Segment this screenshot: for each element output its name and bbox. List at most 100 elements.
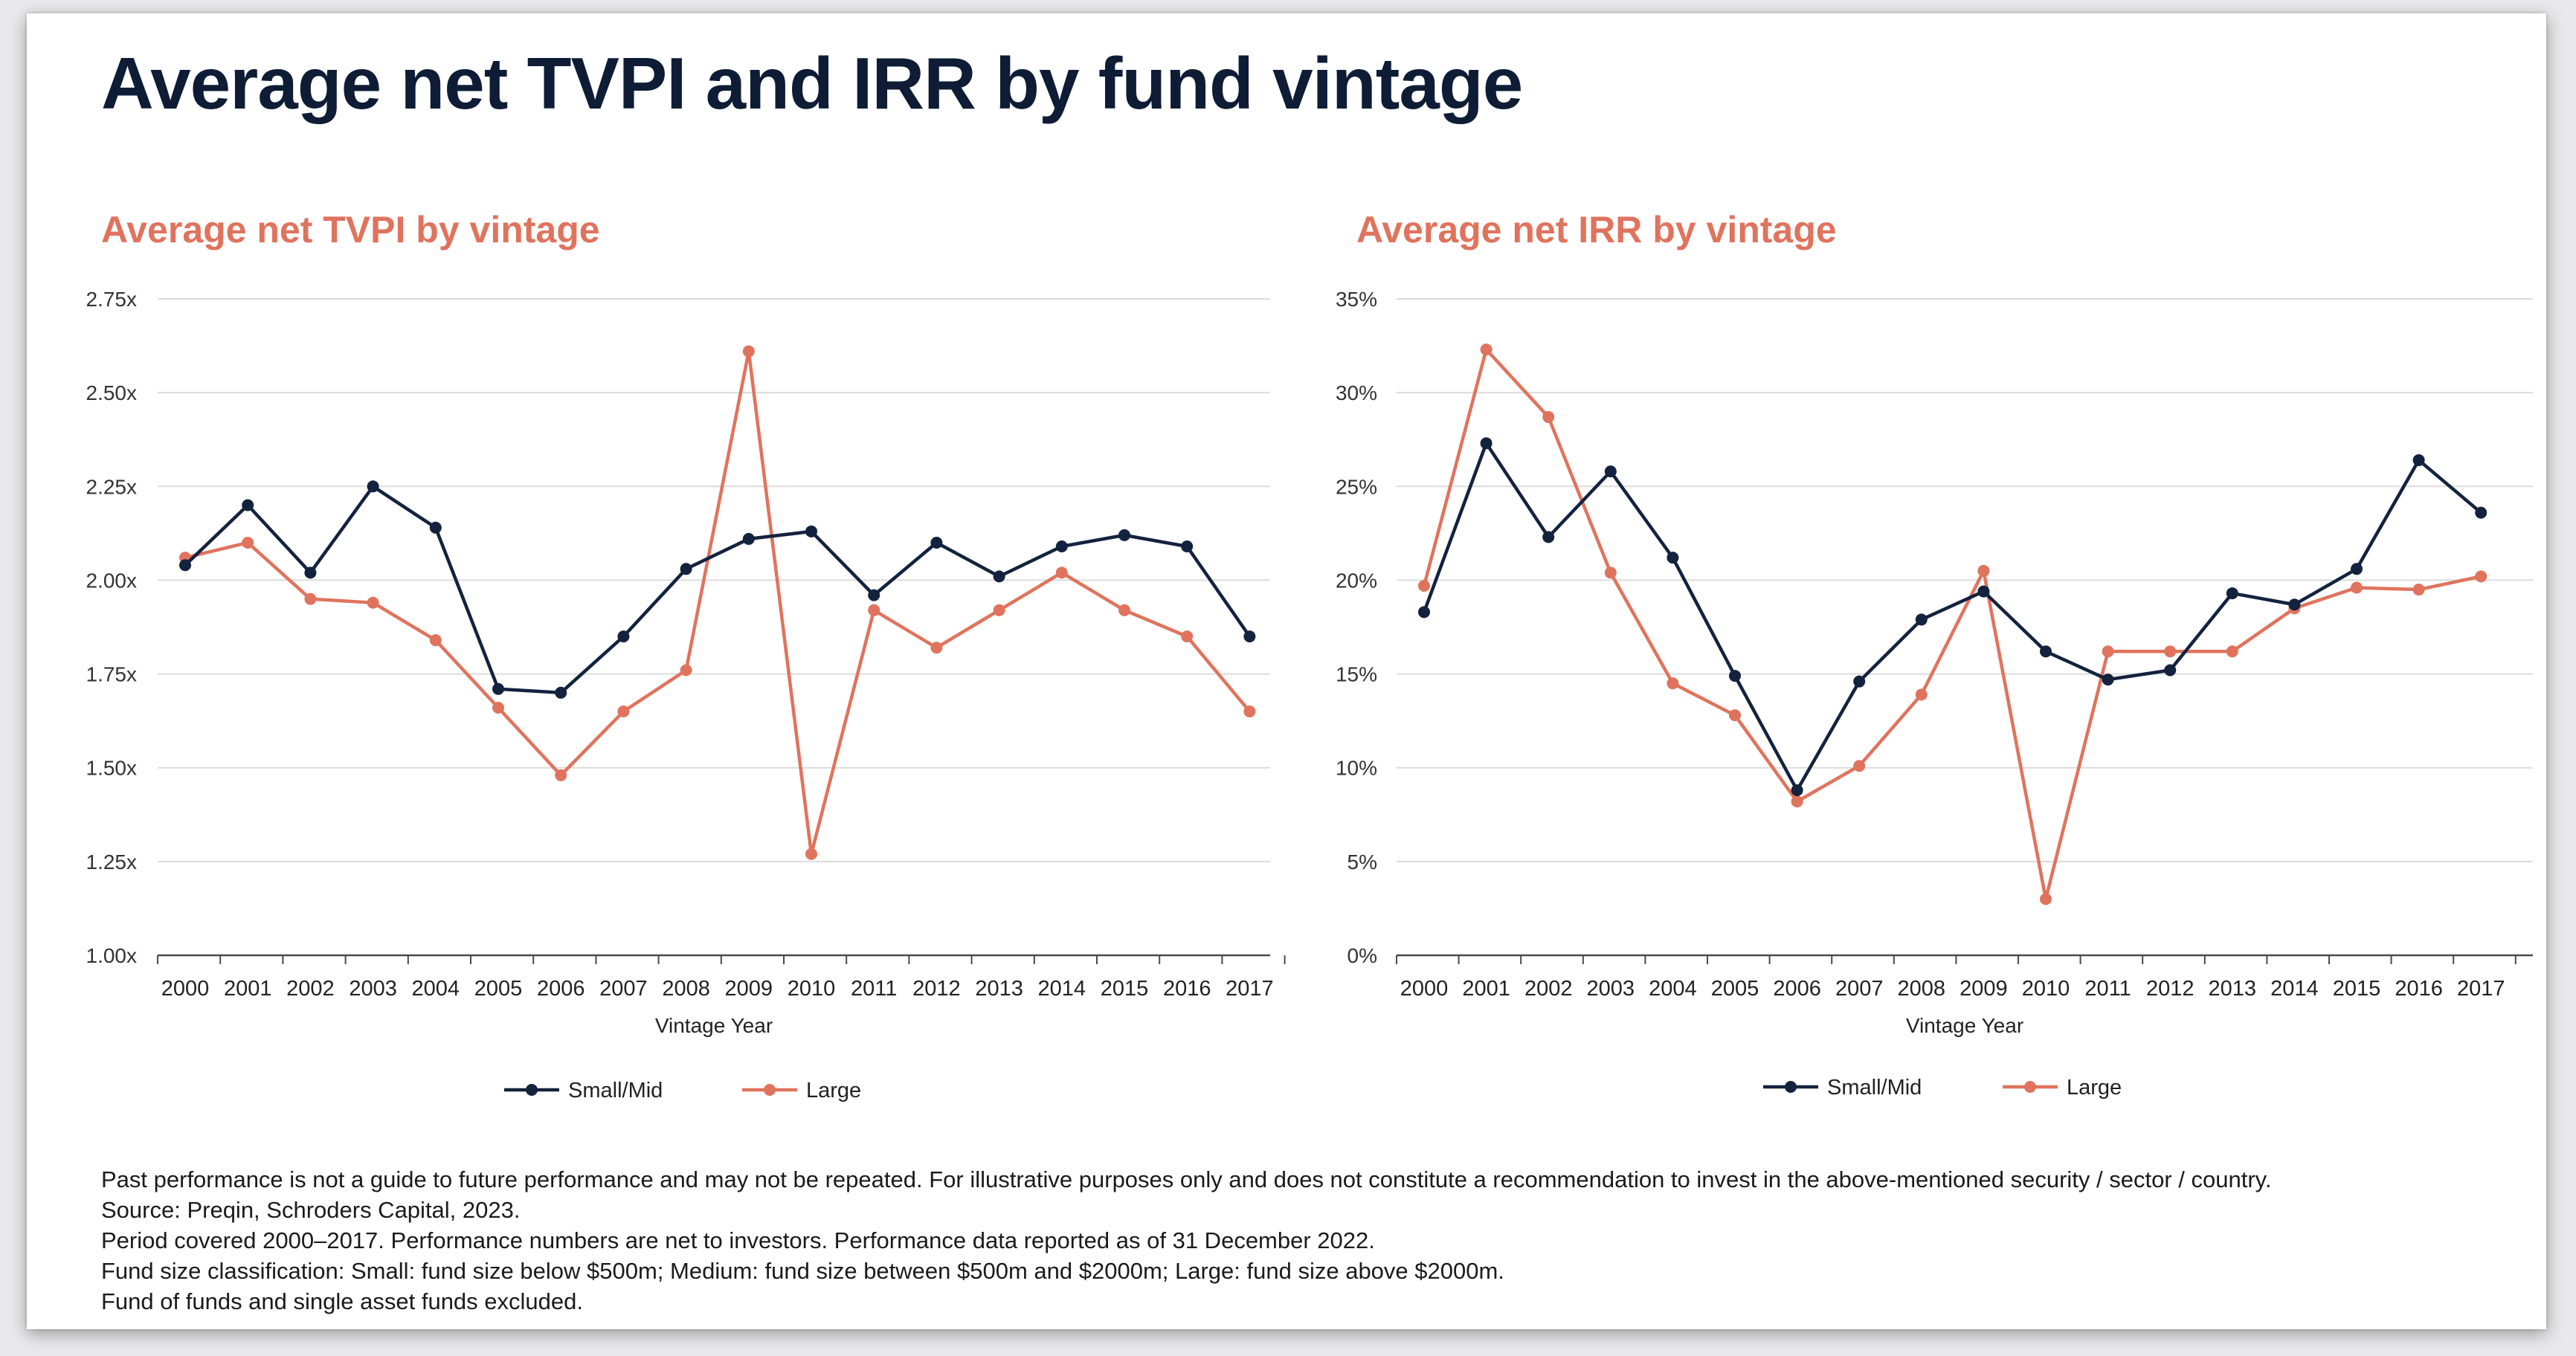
tvpi-chart: 1.00x 1.25x 1.50x 1.75x 2.00x 2.25x 2.50x 2.75x… <box>86 288 1286 1102</box>
footnote-disclaimer: Past performance is not a guide to futur… <box>101 1166 2272 1192</box>
tvpi-ytick-label: 2.50x <box>86 381 138 404</box>
irr-point-small-mid <box>1542 531 1555 543</box>
tvpi-point-small-mid <box>1055 540 1068 553</box>
irr-point-large <box>1542 410 1555 423</box>
irr-xtick-label: 2000 <box>1400 977 1449 1001</box>
tvpi-chart-title: Average net TVPI by vintage <box>101 209 600 251</box>
tvpi-point-large <box>1055 566 1068 579</box>
tvpi-point-large <box>429 634 442 647</box>
irr-xtick-label: 2001 <box>1462 977 1510 1001</box>
tvpi-xtick-label: 2017 <box>1226 977 1274 1001</box>
irr-point-small-mid <box>1853 675 1866 688</box>
tvpi-point-large <box>680 664 692 677</box>
tvpi-legend-marker-large <box>764 1084 776 1096</box>
irr-point-large <box>2102 645 2114 658</box>
irr-xtick-label: 2012 <box>2146 977 2195 1001</box>
irr-point-large <box>2351 581 2363 594</box>
footnotes: Past performance is not a guide to futur… <box>101 1164 2525 1317</box>
tvpi-point-small-mid <box>429 521 442 534</box>
report-card: Average net TVPI and IRR by fund vintage… <box>27 13 2546 1329</box>
irr-ytick-label: 20% <box>1336 569 1377 592</box>
irr-xtick-label: 2015 <box>2333 977 2381 1001</box>
irr-point-large <box>1418 579 1430 592</box>
irr-xtick-label: 2004 <box>1649 977 1697 1001</box>
tvpi-ytick-label: 1.25x <box>86 850 138 874</box>
tvpi-xtick-label: 2000 <box>161 977 210 1001</box>
irr-point-large <box>1604 566 1617 579</box>
tvpi-xtick-label: 2005 <box>474 977 523 1001</box>
tvpi-point-small-mid <box>1243 630 1256 643</box>
irr-point-large <box>1853 760 1866 772</box>
page-title: Average net TVPI and IRR by fund vintage <box>101 42 1523 124</box>
tvpi-point-large <box>242 536 254 549</box>
tvpi-line-small-mid <box>184 485 1252 695</box>
irr-legend-label-large: Large <box>2067 1076 2122 1100</box>
tvpi-point-small-mid <box>930 536 943 549</box>
tvpi-point-large <box>742 345 755 358</box>
irr-xtick-label: 2011 <box>2084 977 2131 1001</box>
irr-xtick-label: 2007 <box>1835 977 1884 1001</box>
tvpi-point-small-mid <box>742 532 755 545</box>
irr-ytick-label: 10% <box>1336 757 1377 780</box>
tvpi-point-small-mid <box>242 499 254 511</box>
irr-line-large <box>1422 347 2482 901</box>
irr-point-large <box>1915 688 1928 701</box>
irr-xtick-label: 2009 <box>1960 977 2008 1001</box>
tvpi-point-small-mid <box>617 630 630 643</box>
irr-point-small-mid <box>2040 645 2052 658</box>
tvpi-xtick-label: 2011 <box>851 977 897 1001</box>
irr-point-large <box>2226 645 2238 658</box>
tvpi-ytick-label: 1.50x <box>86 757 138 780</box>
tvpi-point-large <box>617 706 630 718</box>
irr-point-small-mid <box>1480 437 1493 450</box>
irr-xtick-label: 2013 <box>2209 977 2257 1001</box>
irr-point-large <box>1977 564 1990 577</box>
tvpi-point-large <box>555 769 567 781</box>
tvpi-ytick-label: 2.00x <box>86 569 138 592</box>
irr-point-large <box>1791 795 1803 808</box>
tvpi-x-axis-label: Vintage Year <box>655 1014 773 1037</box>
irr-point-small-mid <box>1729 670 1741 682</box>
tvpi-xtick-label: 2006 <box>537 977 585 1001</box>
tvpi-point-small-mid <box>993 570 1005 583</box>
tvpi-xtick-label: 2012 <box>912 977 961 1001</box>
tvpi-legend-label-small-mid: Small/Mid <box>568 1079 663 1102</box>
irr-xtick-label: 2005 <box>1711 977 1759 1001</box>
irr-ytick-label: 30% <box>1336 381 1377 404</box>
tvpi-xtick-label: 2008 <box>662 977 710 1001</box>
tvpi-xtick-label: 2001 <box>224 977 272 1001</box>
tvpi-xtick-label: 2009 <box>725 977 773 1001</box>
tvpi-point-small-mid <box>555 686 567 699</box>
tvpi-xtick-label: 2013 <box>975 977 1023 1001</box>
irr-point-small-mid <box>2475 506 2488 519</box>
tvpi-point-small-mid <box>680 563 692 575</box>
irr-xtick-label: 2017 <box>2457 977 2505 1001</box>
tvpi-point-small-mid <box>492 682 504 695</box>
tvpi-point-large <box>1181 630 1194 643</box>
tvpi-xtick-label: 2003 <box>349 977 397 1001</box>
tvpi-point-large <box>304 593 317 605</box>
irr-point-small-mid <box>1667 552 1679 564</box>
irr-xtick-label: 2014 <box>2270 977 2319 1001</box>
tvpi-point-small-mid <box>179 559 191 572</box>
tvpi-point-large <box>930 642 943 654</box>
tvpi-point-large <box>367 596 379 609</box>
tvpi-point-small-mid <box>805 525 817 537</box>
footnote-fund-size: Fund size classification: Small: fund si… <box>101 1258 1504 1284</box>
irr-legend-label-small-mid: Small/Mid <box>1827 1076 1922 1100</box>
tvpi-point-large <box>492 701 504 714</box>
tvpi-xtick-label: 2014 <box>1038 977 1086 1001</box>
tvpi-ytick-label: 2.75x <box>86 288 138 311</box>
tvpi-xtick-label: 2016 <box>1163 977 1211 1001</box>
tvpi-point-large <box>805 848 817 860</box>
tvpi-point-large <box>1118 604 1130 616</box>
tvpi-xtick-label: 2002 <box>286 977 335 1001</box>
tvpi-xtick-label: 2015 <box>1101 977 1149 1001</box>
irr-legend-marker-large <box>2024 1081 2036 1093</box>
irr-point-large <box>1729 709 1741 722</box>
irr-point-small-mid <box>2164 664 2177 677</box>
tvpi-ytick-label: 2.25x <box>86 475 138 498</box>
tvpi-point-small-mid <box>1181 540 1194 553</box>
irr-point-large <box>2164 645 2177 658</box>
irr-point-small-mid <box>2288 598 2301 611</box>
